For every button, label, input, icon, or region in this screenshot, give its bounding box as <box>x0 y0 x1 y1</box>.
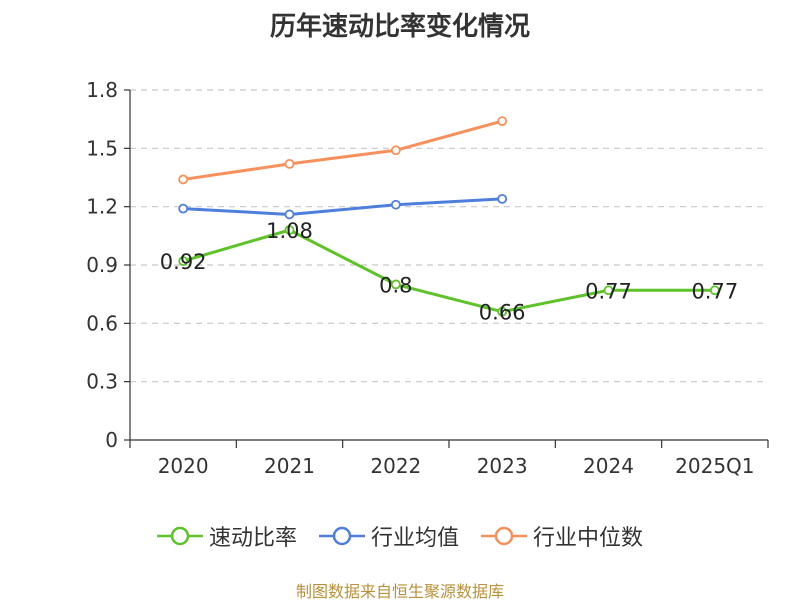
data-point <box>709 285 720 296</box>
data-label: 0.8 <box>379 273 412 297</box>
data-point <box>497 306 508 317</box>
data-point <box>497 116 508 127</box>
source-note: 制图数据来自恒生聚源数据库 <box>295 582 504 601</box>
legend-line-icon <box>481 526 527 546</box>
y-tick-label: 1.2 <box>86 195 118 219</box>
data-label: 0.66 <box>479 301 526 325</box>
x-tick-label: 2021 <box>264 454 315 478</box>
gridlines <box>130 89 768 383</box>
x-tick-label: 2024 <box>583 454 634 478</box>
y-tick-label: 0.6 <box>86 311 118 335</box>
y-tick-label: 0.3 <box>86 370 118 394</box>
y-tick-label: 1.8 <box>86 78 118 102</box>
data-point <box>284 158 295 169</box>
y-tick-label: 1.5 <box>86 136 118 160</box>
legend-item-quick-ratio[interactable]: 速动比率 <box>156 520 297 552</box>
data-point <box>390 279 401 290</box>
data-label: 0.77 <box>691 279 738 303</box>
data-labels: 0.92 1.08 0.8 0.66 0.77 0.77 <box>160 219 738 325</box>
x-tick-label: 2020 <box>158 454 209 478</box>
series-line <box>183 197 503 216</box>
x-tick-label: 2023 <box>477 454 528 478</box>
x-tick-label: 2022 <box>370 454 421 478</box>
data-label: 0.77 <box>585 279 632 303</box>
data-point <box>390 145 401 156</box>
data-point <box>178 256 189 267</box>
y-tick-label: 0.9 <box>86 253 118 277</box>
series-lines <box>178 116 720 317</box>
x-tick-label: 2025Q1 <box>675 454 754 478</box>
data-point <box>497 193 508 204</box>
data-point <box>284 209 295 220</box>
data-point <box>284 225 295 235</box>
data-label: 0.92 <box>160 250 207 274</box>
data-point <box>603 285 614 296</box>
data-label: 1.08 <box>266 219 313 243</box>
data-point <box>178 174 189 185</box>
legend-item-industry-average[interactable]: 行业均值 <box>318 520 459 552</box>
legend-item-industry-median[interactable]: 行业中位数 <box>481 520 643 552</box>
data-point <box>178 203 189 214</box>
legend-line-icon <box>318 526 365 546</box>
data-point <box>390 199 401 210</box>
legend: 速动比率 行业均值 行业中位数 <box>0 520 800 552</box>
series-line <box>182 119 503 181</box>
legend-label: 行业均值 <box>370 526 459 551</box>
chart-title: 历年速动比率变化情况 <box>269 12 530 42</box>
legend-label: 速动比率 <box>208 526 297 551</box>
legend-label: 行业中位数 <box>533 526 644 551</box>
axes: 0 0.3 0.6 0.9 1.2 1.5 1.8 2020 2021 2022 2023 2024 2… <box>86 78 769 478</box>
y-tick-label: 0 <box>105 428 118 452</box>
series-line <box>182 228 715 314</box>
legend-line-icon <box>156 526 203 546</box>
